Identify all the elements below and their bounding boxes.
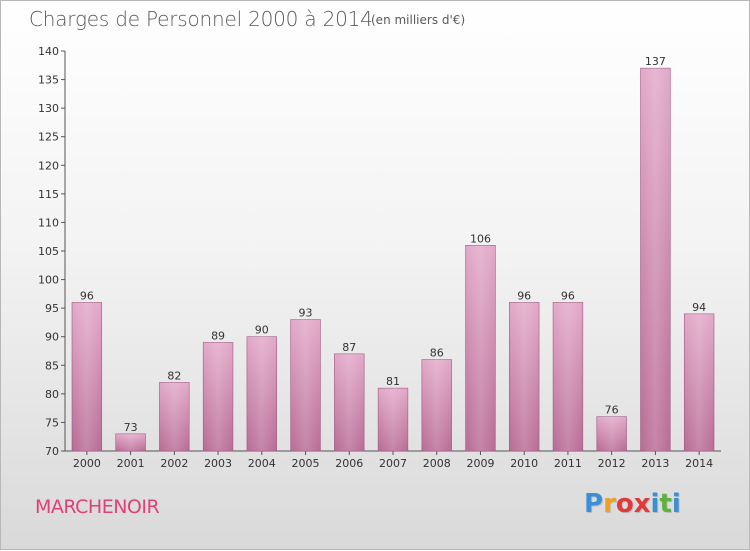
logo-letter: x <box>633 489 651 519</box>
data-label: 94 <box>692 301 706 314</box>
bar-shine <box>334 353 365 451</box>
bar-shine <box>203 342 233 451</box>
data-label: 87 <box>342 341 356 354</box>
chart-unit: (en milliers d'€) <box>371 13 466 27</box>
x-tick-label: 2011 <box>554 457 582 470</box>
bar-shine <box>640 68 671 452</box>
data-label: 82 <box>167 369 181 382</box>
bar-shine <box>378 388 408 451</box>
axes: 70 75 80 85 90 95 100 105 110 115 120 125 130 135 140 2… <box>38 45 721 470</box>
data-label: 93 <box>299 307 313 320</box>
bar-shine <box>684 313 715 451</box>
commune-name: MARCHENOIR <box>35 496 160 518</box>
x-tick-label: 2012 <box>598 457 626 470</box>
y-tick-label: 115 <box>38 188 59 201</box>
x-tick-label: 2005 <box>292 457 320 470</box>
data-label: 137 <box>645 55 666 68</box>
y-tick-label: 75 <box>45 416 59 429</box>
data-label: 76 <box>605 404 619 417</box>
bar-shine <box>421 359 452 451</box>
bar-shine <box>159 382 190 451</box>
logo-letter: i <box>671 489 681 519</box>
x-tick-label: 2008 <box>423 457 451 470</box>
x-tick-label: 2013 <box>641 457 669 470</box>
y-tick-label: 120 <box>38 159 59 172</box>
y-tick-label: 70 <box>45 445 59 458</box>
data-label: 106 <box>470 232 491 245</box>
bar-shine <box>553 302 583 451</box>
y-tick-label: 100 <box>38 274 59 287</box>
x-tick-label: 2014 <box>685 457 713 470</box>
logo-letter: r <box>603 489 616 519</box>
data-label: 90 <box>255 324 269 337</box>
x-tick-label: 2006 <box>335 457 363 470</box>
bar-shine <box>596 416 627 451</box>
y-tick-label: 125 <box>38 131 59 144</box>
bar-shine <box>509 302 540 451</box>
data-label: 96 <box>561 289 575 302</box>
bar-shine <box>71 302 102 451</box>
y-tick-label: 85 <box>45 359 59 372</box>
logo-letter: P <box>584 489 604 519</box>
data-label: 73 <box>124 421 138 434</box>
data-label: 89 <box>211 329 225 342</box>
bars <box>71 67 715 452</box>
data-label: 81 <box>386 375 400 388</box>
x-tick-label: 2001 <box>117 457 145 470</box>
proxiti-logo: Proxiti <box>584 489 681 519</box>
x-tick-label: 2000 <box>73 457 101 470</box>
y-tick-label: 95 <box>45 302 59 315</box>
x-tick-label: 2009 <box>466 457 494 470</box>
chart-title: Charges de Personnel 2000 à 2014 <box>29 7 373 31</box>
y-tick-label: 80 <box>45 388 59 401</box>
data-label: 96 <box>517 289 531 302</box>
x-tick-label: 2004 <box>248 457 276 470</box>
bar-shine <box>290 319 321 451</box>
value-labels: 96 73 82 89 90 93 87 81 86 106 96 96 76 137 94 <box>80 55 706 434</box>
x-tick-label: 2003 <box>204 457 232 470</box>
logo-letter: o <box>615 489 634 519</box>
bar-shine <box>115 433 146 451</box>
y-tick-label: 140 <box>38 45 59 58</box>
bar-shine <box>246 336 277 451</box>
y-tick-label: 105 <box>38 245 59 258</box>
logo-letter: t <box>659 489 672 519</box>
data-label: 96 <box>80 289 94 302</box>
x-tick-label: 2002 <box>160 457 188 470</box>
y-tick-label: 110 <box>38 216 59 229</box>
bar-shine <box>465 245 496 451</box>
logo-letter: i <box>650 489 660 519</box>
y-tick-label: 135 <box>38 74 59 87</box>
y-tick-label: 130 <box>38 102 59 115</box>
data-label: 86 <box>430 347 444 360</box>
y-tick-label: 90 <box>45 331 59 344</box>
x-tick-label: 2010 <box>510 457 538 470</box>
x-tick-label: 2007 <box>379 457 407 470</box>
